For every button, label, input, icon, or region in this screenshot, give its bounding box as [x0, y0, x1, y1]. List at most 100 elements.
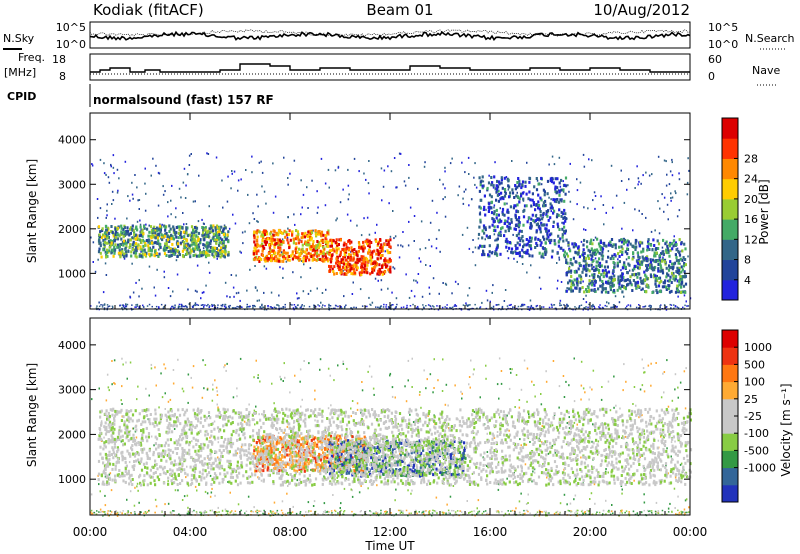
echo-pixel — [605, 280, 608, 284]
noise-pixel — [461, 161, 463, 164]
echo-pixel — [660, 279, 663, 283]
near-range-pixel — [246, 306, 248, 308]
echo-pixel — [583, 256, 586, 259]
echo-pixel — [188, 233, 192, 237]
noise-pixel — [410, 289, 413, 292]
echo-pixel — [214, 252, 217, 256]
noise-pixel — [287, 485, 289, 487]
noise-pixel — [497, 461, 500, 464]
noise-pixel — [648, 174, 651, 177]
echo-pixel — [386, 243, 389, 247]
noise-pixel — [136, 186, 138, 189]
echo-pixel — [204, 255, 208, 259]
near-range-pixel — [143, 306, 145, 308]
echo-pixel — [253, 258, 256, 262]
echo-pixel — [684, 290, 687, 294]
noise-pixel — [326, 510, 329, 513]
near-range-pixel — [291, 304, 293, 306]
near-range-pixel — [490, 306, 493, 309]
noise-pixel — [665, 464, 667, 467]
echo-pixel — [106, 254, 109, 258]
noise-pixel — [224, 364, 226, 367]
echo-pixel — [488, 225, 491, 229]
echo-pixel — [207, 229, 210, 233]
near-range-pixel — [409, 305, 412, 307]
noise-pixel — [249, 475, 252, 478]
noise-pixel — [287, 227, 289, 230]
noise-pixel — [607, 380, 610, 383]
near-range-pixel — [247, 306, 250, 308]
echo-pixel — [98, 233, 101, 237]
noise-pixel — [278, 294, 280, 297]
echo-pixel — [132, 240, 135, 244]
noise-pixel — [393, 267, 396, 270]
echo-pixel — [275, 447, 278, 451]
echo-pixel — [575, 280, 578, 284]
echo-pixel — [135, 242, 138, 246]
noise-pixel — [657, 439, 660, 442]
noise-pixel — [633, 479, 635, 482]
echo-pixel — [499, 230, 502, 234]
echo-pixel — [218, 241, 221, 245]
noise-pixel — [585, 294, 587, 297]
echo-pixel — [684, 263, 687, 267]
echo-pixel — [558, 208, 561, 212]
echo-pixel — [565, 289, 568, 293]
near-range-pixel — [382, 306, 385, 308]
echo-pixel — [537, 206, 540, 210]
echo-pixel — [347, 239, 350, 243]
echo-pixel — [276, 257, 279, 261]
echo-pixel — [585, 269, 588, 273]
echo-pixel — [488, 202, 491, 206]
noise-pixel — [106, 214, 108, 217]
noise-pixel — [116, 168, 119, 171]
echo-pixel — [529, 222, 533, 226]
echo-pixel — [558, 193, 561, 197]
echo-pixel — [586, 240, 589, 244]
echo-pixel — [621, 240, 624, 244]
echo-pixel — [346, 255, 350, 259]
noise-pixel — [196, 489, 198, 492]
echo-pixel — [619, 278, 622, 282]
near-range-pixel — [539, 308, 542, 311]
echo-pixel — [481, 253, 484, 257]
echo-pixel — [538, 227, 541, 231]
noise-pixel — [584, 391, 586, 394]
echo-pixel — [535, 177, 538, 180]
noise-pixel — [303, 263, 305, 266]
echo-pixel — [345, 243, 348, 246]
echo-pixel — [196, 235, 199, 239]
echo-pixel — [649, 263, 652, 267]
near-range-pixel — [659, 305, 661, 307]
echo-pixel — [126, 226, 129, 230]
echo-pixel — [354, 261, 357, 265]
noise-pixel — [91, 163, 93, 165]
echo-pixel — [352, 272, 355, 276]
echo-pixel — [587, 263, 590, 267]
y-tick-label: 4000 — [58, 134, 86, 147]
echo-pixel — [540, 221, 543, 225]
echo-pixel — [219, 255, 222, 259]
noise-pixel — [407, 244, 410, 247]
echo-pixel — [577, 251, 580, 255]
echo-pixel — [646, 245, 649, 249]
echo-pixel — [221, 242, 224, 246]
echo-pixel — [185, 228, 188, 232]
noise-pixel — [369, 259, 371, 262]
noise-pixel — [520, 444, 522, 447]
echo-pixel — [134, 226, 138, 230]
echo-pixel — [275, 231, 278, 235]
noise-pixel — [108, 389, 110, 392]
colorbar-segment — [722, 259, 738, 281]
noise-pixel — [444, 282, 447, 285]
noise-pixel — [104, 504, 107, 507]
noise-pixel — [300, 260, 303, 262]
echo-pixel — [536, 244, 539, 247]
echo-pixel — [387, 251, 390, 255]
noise-pixel — [302, 193, 305, 196]
echo-pixel — [165, 254, 168, 257]
echo-pixel — [623, 261, 626, 265]
noise-pixel — [663, 159, 666, 162]
noise-pixel — [190, 376, 192, 379]
near-range-pixel — [454, 304, 456, 306]
